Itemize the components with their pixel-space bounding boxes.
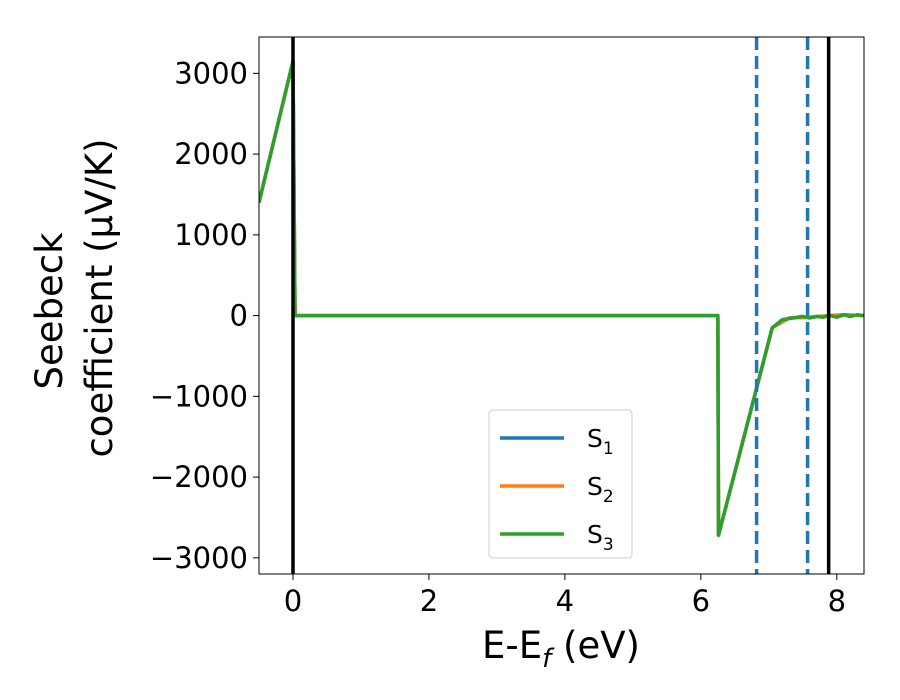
legend-label-2: S2 bbox=[587, 472, 614, 507]
y-tick-label: −2000 bbox=[150, 460, 248, 494]
y-tick-label: 1000 bbox=[174, 218, 248, 252]
plot-frame bbox=[258, 36, 865, 575]
y-axis-title-line1: Seebeck bbox=[28, 232, 71, 390]
y-tick-label: 2000 bbox=[174, 137, 248, 171]
legend-label-1: S1 bbox=[587, 424, 614, 459]
legend-label-3: S3 bbox=[587, 520, 614, 555]
y-tick-label: 0 bbox=[230, 299, 248, 333]
series-line-3 bbox=[259, 59, 864, 537]
x-tick-label: 0 bbox=[284, 584, 302, 618]
plot-area bbox=[259, 37, 864, 574]
x-tick-label: 8 bbox=[828, 584, 846, 618]
legend: S1 S2 S3 bbox=[488, 409, 633, 559]
x-axis: 0 2 4 6 8 bbox=[284, 574, 846, 618]
y-tick-label: −1000 bbox=[150, 379, 248, 413]
y-axis-title: Seebeck coefficient (μV/K) bbox=[28, 138, 121, 457]
y-axis: −3000 −2000 −1000 0 1000 2000 3000 bbox=[150, 56, 259, 575]
x-tick-label: 2 bbox=[420, 584, 438, 618]
x-tick-label: 4 bbox=[556, 584, 574, 618]
x-axis-title: E-Ef (eV) bbox=[482, 624, 640, 674]
y-axis-title-line2: coefficient (μV/K) bbox=[78, 138, 121, 457]
x-tick-label: 6 bbox=[692, 584, 710, 618]
y-tick-label: −3000 bbox=[150, 541, 248, 575]
y-tick-label: 3000 bbox=[174, 56, 248, 90]
legend-box bbox=[488, 409, 633, 559]
